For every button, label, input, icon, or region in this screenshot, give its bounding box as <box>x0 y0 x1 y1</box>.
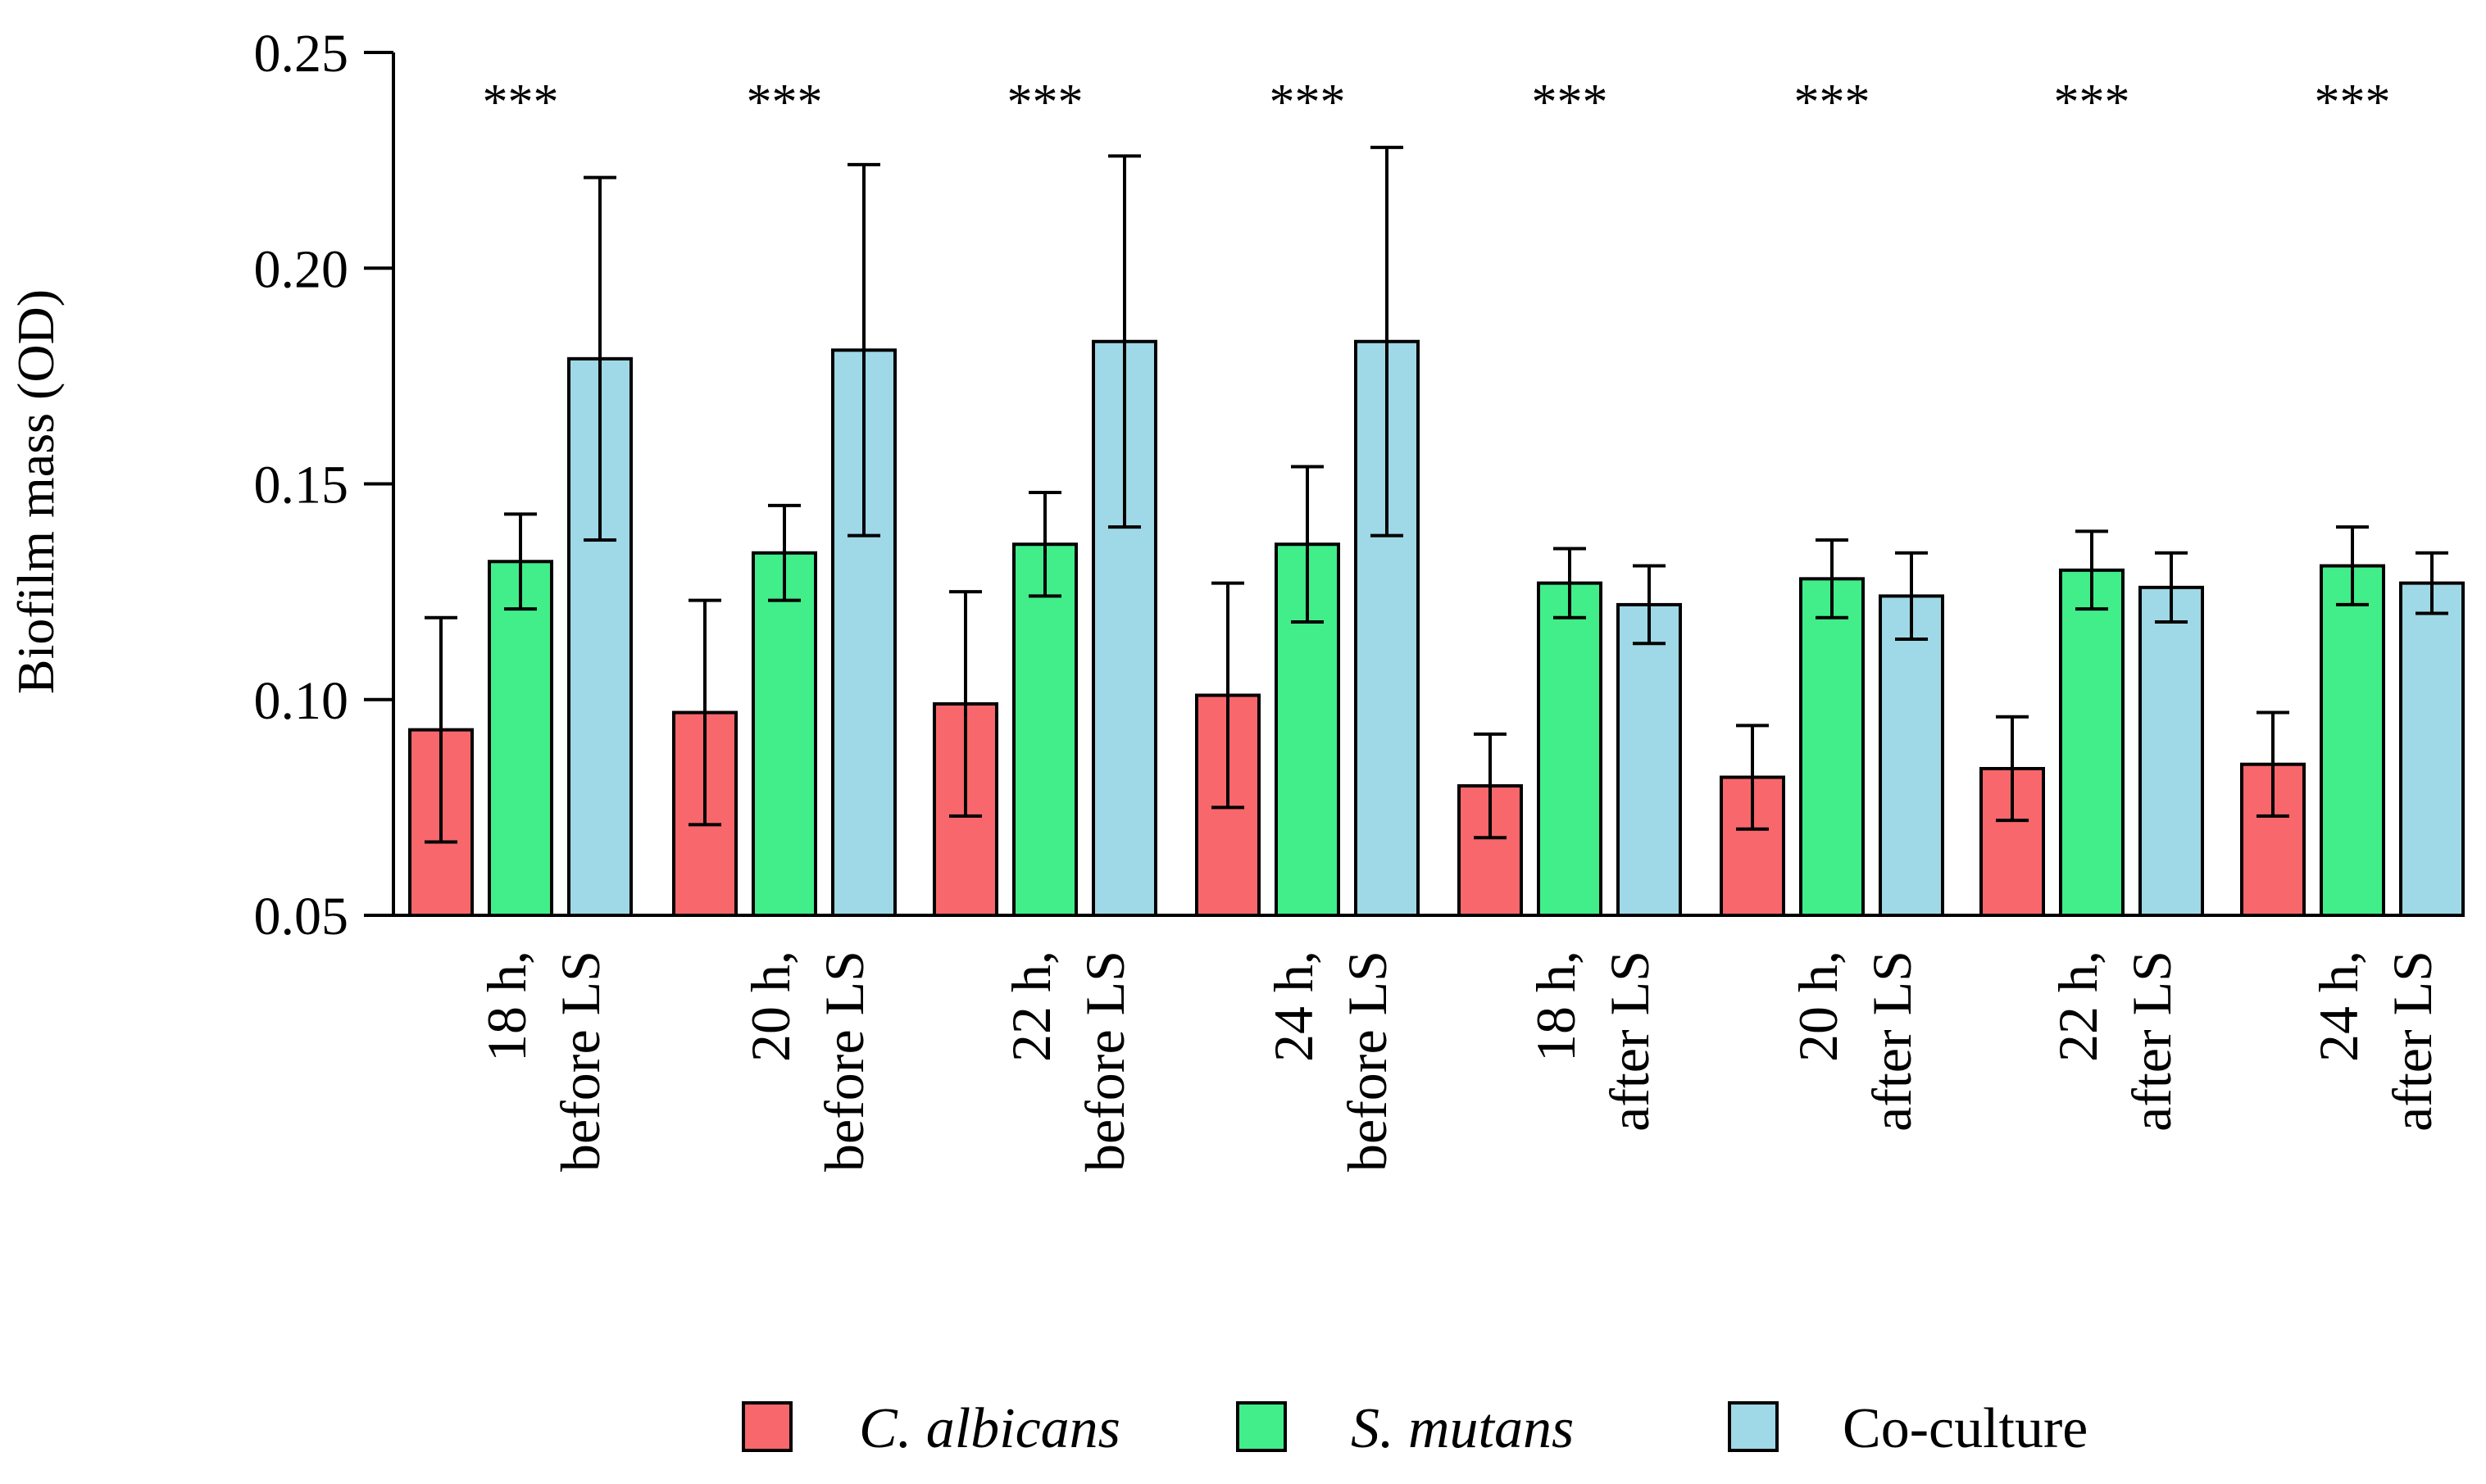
error-bars-layer <box>425 145 2448 844</box>
x-tick-label: 18 h, <box>475 951 538 1062</box>
y-tick-label: 0.20 <box>254 239 349 299</box>
significance-label: *** <box>1007 75 1084 130</box>
bar <box>2059 568 2125 917</box>
legend-swatch <box>1728 1401 1779 1452</box>
legend-label: Co-culture <box>1843 1397 2088 1460</box>
x-tick-label: after LS <box>1598 951 1661 1132</box>
x-tick-label: 20 h, <box>1787 951 1849 1062</box>
bar <box>1012 542 1078 918</box>
x-tick-label: before LS <box>1336 951 1398 1172</box>
x-tick-label: 24 h, <box>1262 951 1325 1062</box>
legend-label: C. albicans <box>859 1397 1120 1460</box>
x-tick-label: before LS <box>1074 951 1136 1172</box>
x-tick-label: 24 h, <box>2307 951 2370 1062</box>
bar <box>1799 577 1865 918</box>
significance-label: *** <box>1532 75 1608 130</box>
x-tick-label: before LS <box>549 951 611 1172</box>
y-tick-label: 0.10 <box>254 671 349 731</box>
legend-label: S. mutans <box>1351 1397 1574 1460</box>
x-category-labels: 18 h, before LS 20 h, before LS 22 h, before … <box>475 951 2443 1172</box>
x-tick-label: 18 h, <box>1525 951 1587 1062</box>
y-tick-label: 0.05 <box>254 887 349 946</box>
x-tick-label: before LS <box>813 951 875 1172</box>
bar <box>2320 564 2385 917</box>
significance-label: *** <box>483 75 559 130</box>
legend-swatch <box>742 1401 793 1452</box>
significance-label: *** <box>1270 75 1346 130</box>
bar <box>2399 581 2465 917</box>
bar <box>752 551 817 917</box>
legend: C. albicans S. mutans Co-culture <box>742 1397 2088 1460</box>
bar <box>488 560 553 918</box>
y-tick-label: 0.25 <box>254 24 349 84</box>
significance-label: *** <box>2315 75 2391 130</box>
x-tick-label: 20 h, <box>739 951 802 1062</box>
x-tick-label: 22 h, <box>1000 951 1062 1062</box>
significance-labels: *** *** *** *** *** *** *** *** <box>483 75 2391 130</box>
bar <box>1537 581 1602 917</box>
bar <box>2138 585 2204 917</box>
significance-label: *** <box>2054 75 2130 130</box>
x-tick-label: 22 h, <box>2047 951 2109 1062</box>
x-tick-label: after LS <box>1861 951 1923 1132</box>
y-axis-title-group: Biofilm mass (OD) <box>7 289 65 694</box>
x-tick-label: after LS <box>2120 951 2183 1132</box>
bar <box>1879 594 1944 917</box>
legend-swatch <box>1236 1401 1287 1452</box>
significance-label: *** <box>1794 75 1870 130</box>
significance-label: *** <box>747 75 823 130</box>
y-axis: 0.05 0.10 0.15 0.20 0.25 <box>254 24 395 946</box>
x-tick-label: after LS <box>2381 951 2443 1132</box>
y-axis-title: Biofilm mass (OD) <box>7 289 65 694</box>
y-tick-label: 0.15 <box>254 456 349 515</box>
bar <box>1616 602 1682 917</box>
